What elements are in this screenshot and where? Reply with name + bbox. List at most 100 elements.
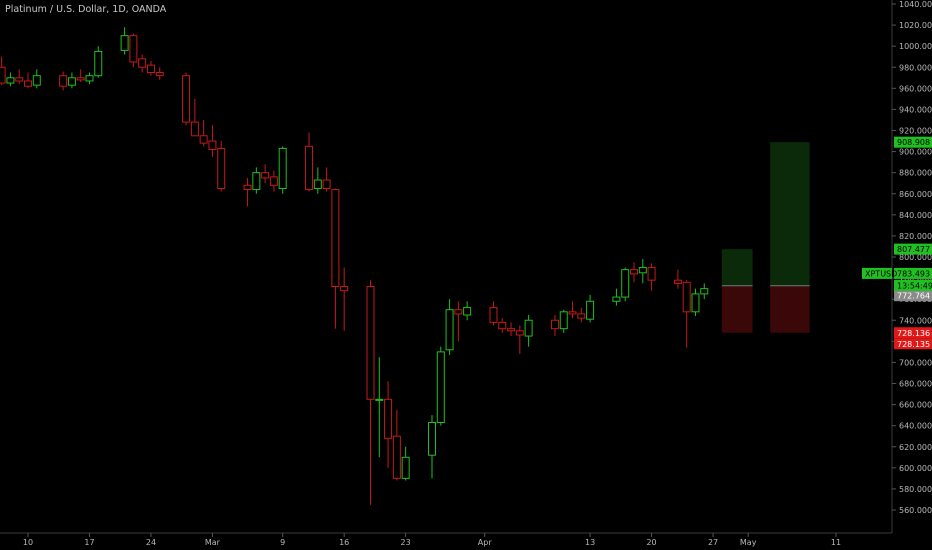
x-tick-label: 27 xyxy=(708,538,718,547)
price-tag-label: 908.908 xyxy=(897,138,930,147)
candle-body xyxy=(94,50,103,77)
y-tick-label: 580.000 xyxy=(899,485,932,494)
candle xyxy=(507,322,516,337)
candle-body xyxy=(366,286,375,400)
candle-body xyxy=(24,80,32,87)
candle-body xyxy=(278,147,287,189)
candle xyxy=(138,54,147,73)
candle-body xyxy=(375,398,384,401)
x-tick-label: 16 xyxy=(339,538,349,547)
candle xyxy=(682,280,691,348)
y-tick-label: 680.000 xyxy=(899,380,932,389)
candle-body xyxy=(436,351,445,424)
x-tick-label: 23 xyxy=(401,538,411,547)
candle xyxy=(199,119,208,147)
candle xyxy=(384,381,393,468)
y-tick-label: 1040.000 xyxy=(899,0,932,9)
chart-title: Platinum / U.S. Dollar, 1D, OANDA xyxy=(5,4,167,15)
candle-body xyxy=(182,75,191,123)
candle-body xyxy=(559,311,568,330)
candle xyxy=(691,288,700,317)
candle-body xyxy=(340,286,349,292)
candle-body xyxy=(550,319,559,330)
candle-body xyxy=(0,66,6,84)
candle xyxy=(155,67,164,80)
position-profit-zone xyxy=(721,249,753,286)
candle xyxy=(278,146,287,194)
candle xyxy=(392,409,401,481)
candle xyxy=(577,307,586,323)
price-tag xyxy=(894,136,932,148)
candle xyxy=(182,72,191,126)
price-tag xyxy=(894,338,932,350)
x-tick-label: 20 xyxy=(646,538,656,547)
candle xyxy=(59,71,68,91)
candle xyxy=(76,69,85,83)
candle xyxy=(630,262,638,283)
candle-body xyxy=(76,77,85,81)
candle xyxy=(586,294,595,323)
candle-body xyxy=(243,184,252,191)
candle-body xyxy=(32,75,41,86)
candle xyxy=(24,72,32,89)
candle xyxy=(243,177,252,207)
candle xyxy=(700,283,709,300)
candle-body xyxy=(15,77,24,82)
candle-body xyxy=(155,72,164,77)
y-tick-label: 1020.000 xyxy=(899,21,932,30)
candle xyxy=(305,132,314,192)
x-tick-label: Mar xyxy=(205,538,221,547)
candle-body xyxy=(428,422,436,456)
candle xyxy=(85,72,94,85)
candle xyxy=(375,357,384,458)
y-tick-label: 560.000 xyxy=(899,506,932,515)
candle-body xyxy=(507,328,516,332)
countdown-tag xyxy=(894,279,932,291)
price-tag-label: 807.477 xyxy=(897,245,930,254)
y-tick-label: 960.000 xyxy=(899,84,932,93)
candle-body xyxy=(673,279,682,284)
candle-body xyxy=(392,435,401,479)
candle-body xyxy=(647,267,656,281)
y-tick-label: 940.000 xyxy=(899,105,932,114)
candle xyxy=(252,167,261,194)
candle-body xyxy=(59,75,68,87)
candle-body xyxy=(445,309,454,351)
candle xyxy=(366,280,375,505)
y-tick-label: 980.000 xyxy=(899,63,932,72)
x-tick-label: 24 xyxy=(146,538,156,547)
y-tick-label: 920.000 xyxy=(899,127,932,136)
price-tag-label: 783.493 xyxy=(897,269,930,278)
candle-body xyxy=(217,147,226,189)
y-tick-label: 840.000 xyxy=(899,211,932,220)
candle xyxy=(673,269,682,289)
candle xyxy=(489,301,498,326)
candle xyxy=(340,267,349,331)
candle-body xyxy=(6,77,15,84)
candle xyxy=(146,60,155,76)
y-tick-label: 880.000 xyxy=(899,169,932,178)
candle-body xyxy=(630,269,638,275)
candle xyxy=(568,301,577,319)
candle xyxy=(498,318,507,333)
x-tick-label: 10 xyxy=(23,538,33,547)
y-tick-label: 800.000 xyxy=(899,253,932,262)
candle-body xyxy=(700,288,709,295)
candle xyxy=(0,56,6,86)
candle xyxy=(269,170,278,192)
candle-body xyxy=(682,281,691,313)
y-tick-label: 820.000 xyxy=(899,232,932,241)
candle-body xyxy=(454,309,463,315)
x-tick-label: 9 xyxy=(280,538,285,547)
candle-body xyxy=(586,300,595,320)
candle xyxy=(261,164,270,184)
candle xyxy=(67,72,76,89)
candle-body xyxy=(208,140,217,150)
candle-body xyxy=(612,296,621,302)
y-tick-label: 740.000 xyxy=(899,316,932,325)
y-tick-label: 900.000 xyxy=(899,148,932,157)
price-tag-label: 728.136 xyxy=(897,329,930,338)
candle-body xyxy=(146,64,155,74)
candle-body xyxy=(85,75,94,82)
